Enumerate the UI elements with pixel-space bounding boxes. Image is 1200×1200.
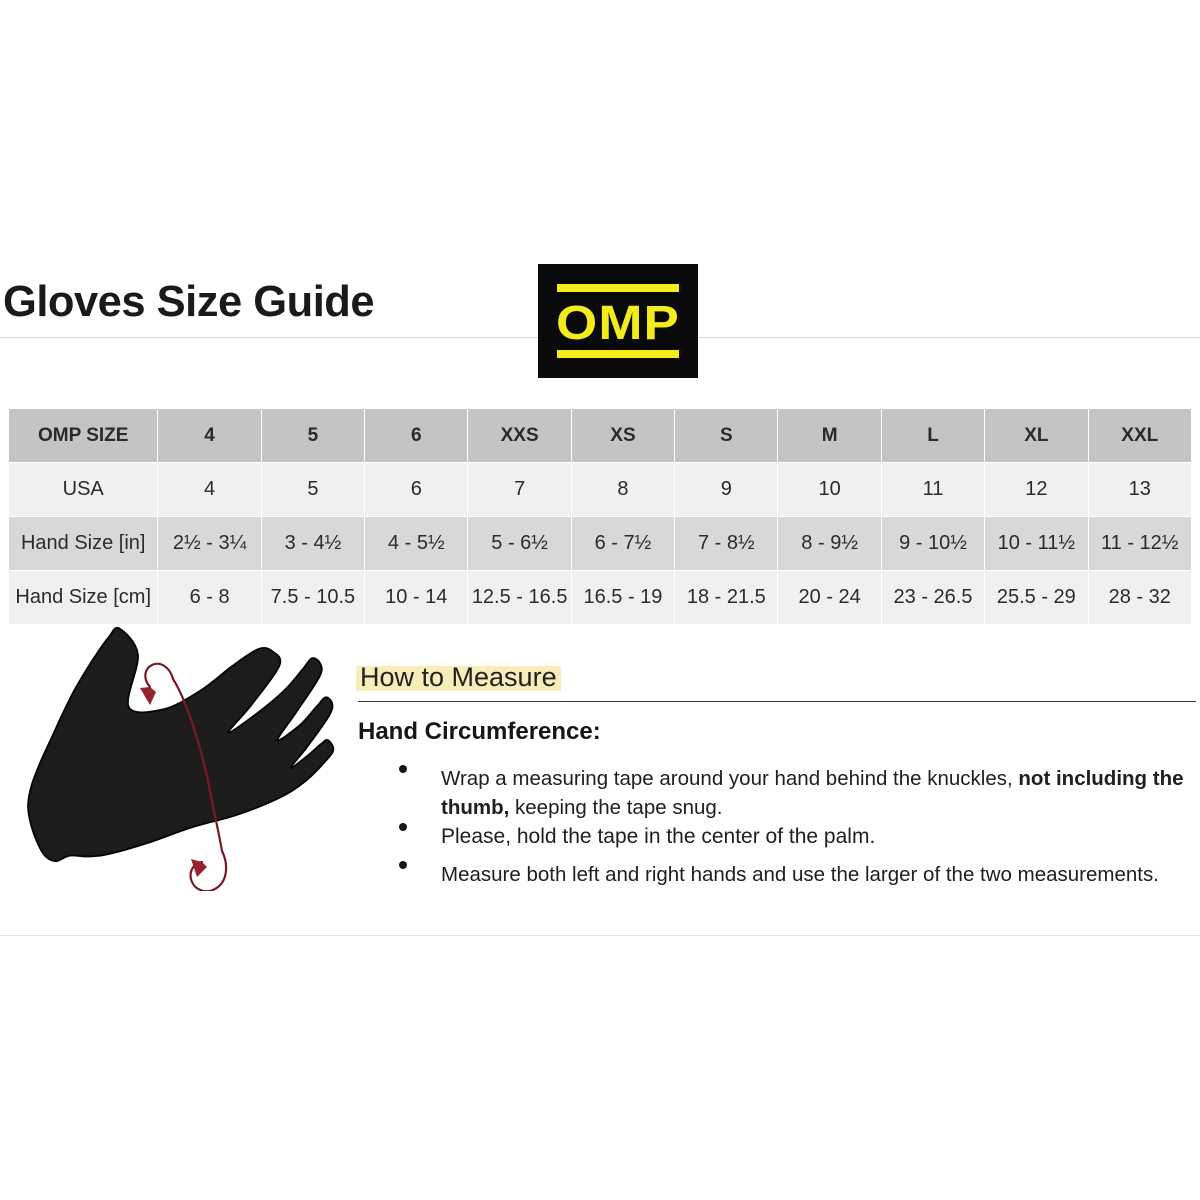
svg-text:OMP: OMP — [556, 297, 680, 350]
